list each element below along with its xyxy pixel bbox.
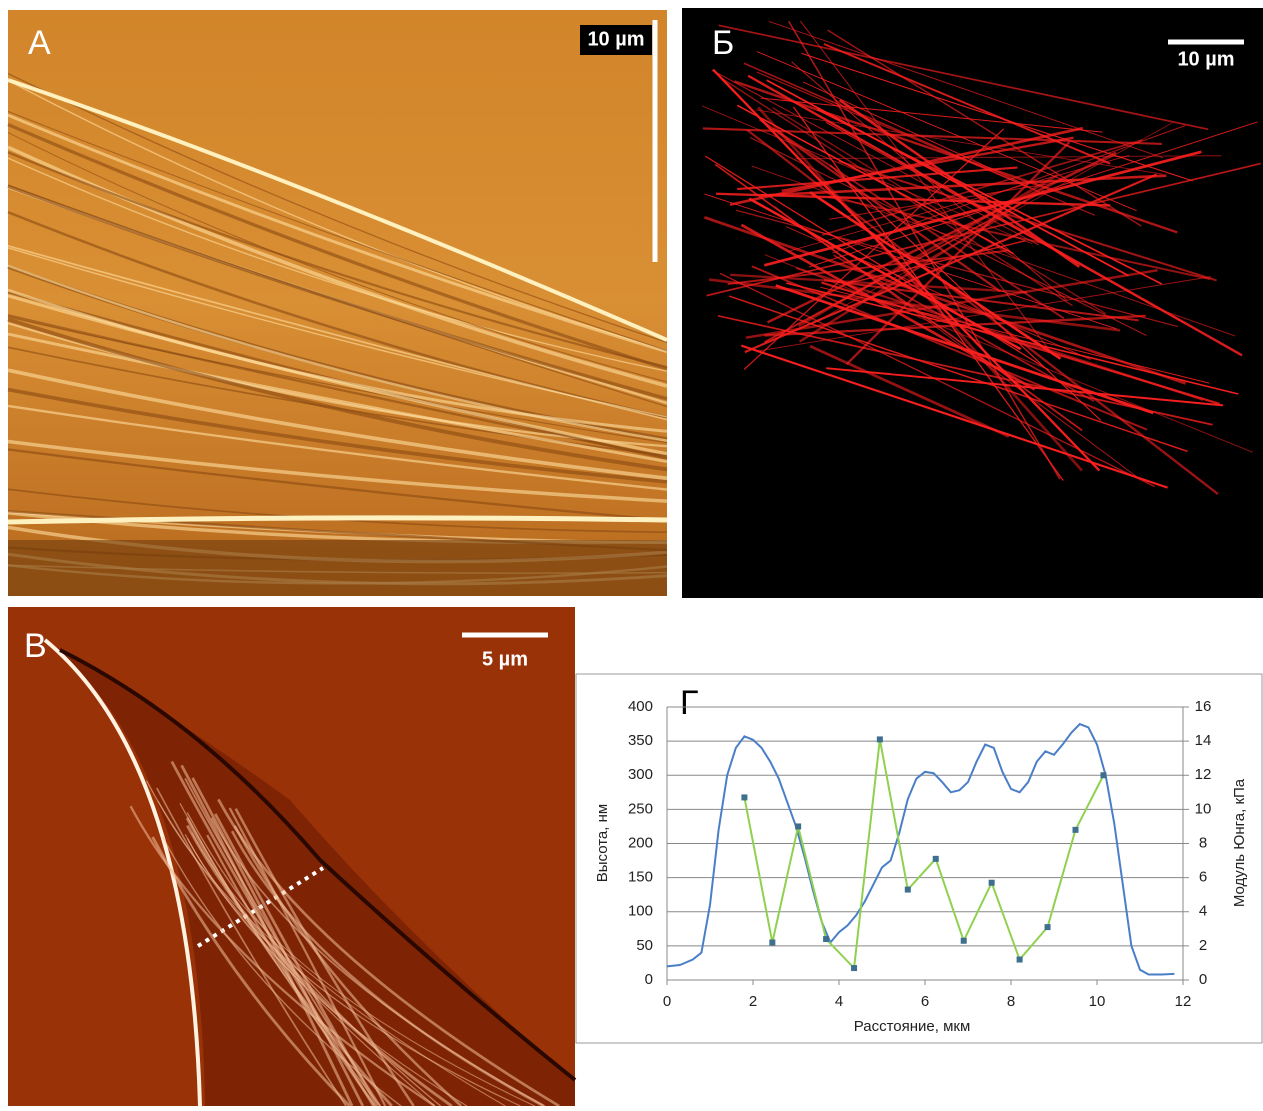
y2-tick-label: 2 <box>1199 937 1207 954</box>
y-tick-label: 400 <box>628 698 653 715</box>
y2-tick-label: 8 <box>1199 834 1207 851</box>
shadow-band <box>8 540 667 596</box>
y-tick-label: 350 <box>628 732 653 749</box>
y-tick-label: 300 <box>628 766 653 783</box>
y2-tick-label: 14 <box>1195 732 1212 749</box>
scale-bar-label: 5 µm <box>482 648 528 670</box>
scale-bar-label: 10 µm <box>587 28 644 50</box>
data-point <box>1045 924 1051 930</box>
y-tick-label: 150 <box>628 869 653 886</box>
data-point <box>1073 827 1079 833</box>
data-point <box>795 823 801 829</box>
panel-b: 10 µm Б <box>682 8 1263 598</box>
x-tick-label: 2 <box>749 993 757 1010</box>
y2-tick-label: 10 <box>1195 800 1212 817</box>
data-point <box>1100 772 1106 778</box>
y2-tick-label: 0 <box>1199 971 1207 988</box>
y2-tick-label: 12 <box>1195 766 1212 783</box>
page: 10 µm А 10 µm Б 5 µm В Г Расстояние, мкм Вы… <box>0 0 1263 1111</box>
afm-image <box>8 10 667 596</box>
x-tick-label: 8 <box>1007 993 1015 1010</box>
panel-label: А <box>28 24 51 62</box>
data-point <box>961 938 967 944</box>
x-tick-label: 0 <box>663 993 671 1010</box>
data-point <box>933 856 939 862</box>
y-tick-label: 250 <box>628 800 653 817</box>
y-tick-label: 200 <box>628 834 653 851</box>
data-point <box>905 887 911 893</box>
data-point <box>823 936 829 942</box>
y-tick-label: 50 <box>636 937 653 954</box>
data-point <box>769 939 775 945</box>
figure: 10 µm А 10 µm Б 5 µm В Г Расстояние, мкм Вы… <box>0 0 1263 1106</box>
y-tick-label: 100 <box>628 903 653 920</box>
data-point <box>851 965 857 971</box>
x-tick-label: 12 <box>1175 993 1192 1010</box>
data-point <box>741 794 747 800</box>
y-axis-label: Высота, нм <box>594 804 611 882</box>
y2-tick-label: 6 <box>1199 869 1207 886</box>
y2-axis-label: Модуль Юнга, кПа <box>1231 778 1248 907</box>
chart-frame <box>576 674 1262 1043</box>
y2-tick-label: 4 <box>1199 903 1207 920</box>
x-tick-label: 6 <box>921 993 929 1010</box>
data-point <box>989 880 995 886</box>
data-point <box>877 736 883 742</box>
panel-label: Б <box>712 24 734 62</box>
data-point <box>1017 957 1023 963</box>
panel-a: 10 µm А <box>8 10 667 596</box>
x-axis-label: Расстояние, мкм <box>854 1018 971 1035</box>
x-tick-label: 10 <box>1089 993 1106 1010</box>
panel-label: В <box>24 627 47 665</box>
panel-c: 5 µm В <box>8 607 575 1106</box>
x-tick-label: 4 <box>835 993 843 1010</box>
y-tick-label: 0 <box>645 971 653 988</box>
y2-tick-label: 16 <box>1195 698 1212 715</box>
scale-bar-label: 10 µm <box>1177 48 1234 70</box>
chart-title: Г <box>680 684 698 722</box>
